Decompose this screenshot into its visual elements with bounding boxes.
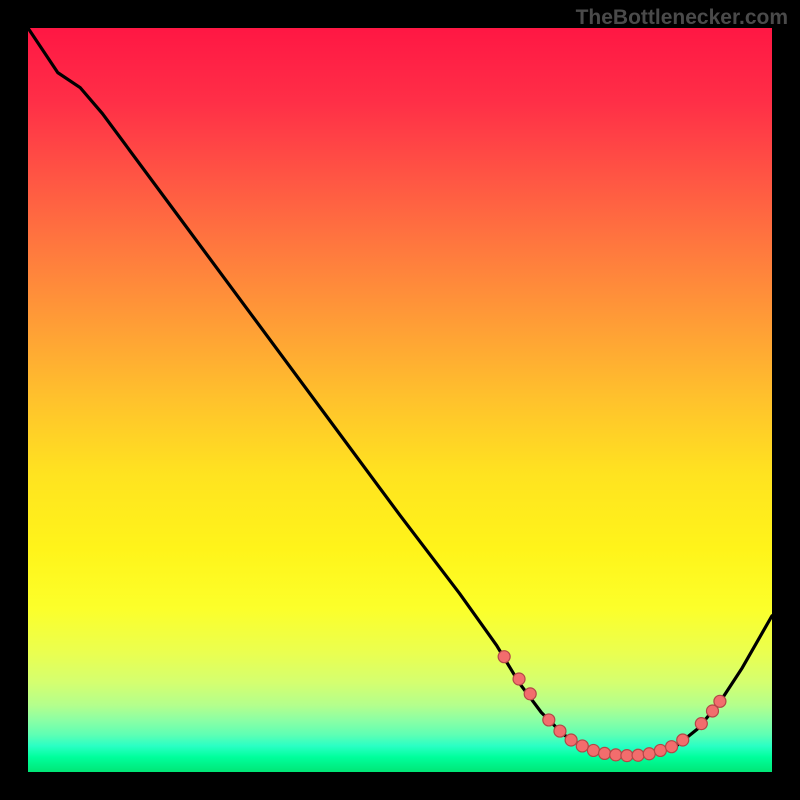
marker-point bbox=[643, 748, 655, 760]
marker-point bbox=[513, 673, 525, 685]
watermark-text: TheBottlenecker.com bbox=[576, 6, 788, 30]
plot-area bbox=[28, 28, 772, 772]
marker-point bbox=[498, 651, 510, 663]
curve-markers bbox=[498, 651, 726, 762]
marker-point bbox=[587, 744, 599, 756]
curve-layer bbox=[28, 28, 772, 772]
marker-point bbox=[714, 695, 726, 707]
marker-point bbox=[524, 688, 536, 700]
marker-point bbox=[543, 714, 555, 726]
marker-point bbox=[632, 749, 644, 761]
marker-point bbox=[695, 718, 707, 730]
marker-point bbox=[677, 734, 689, 746]
marker-point bbox=[610, 749, 622, 761]
marker-point bbox=[654, 744, 666, 756]
marker-point bbox=[554, 725, 566, 737]
marker-point bbox=[565, 734, 577, 746]
marker-point bbox=[576, 740, 588, 752]
marker-point bbox=[666, 741, 678, 753]
marker-point bbox=[599, 747, 611, 759]
bottleneck-curve bbox=[28, 28, 772, 756]
marker-point bbox=[621, 750, 633, 762]
